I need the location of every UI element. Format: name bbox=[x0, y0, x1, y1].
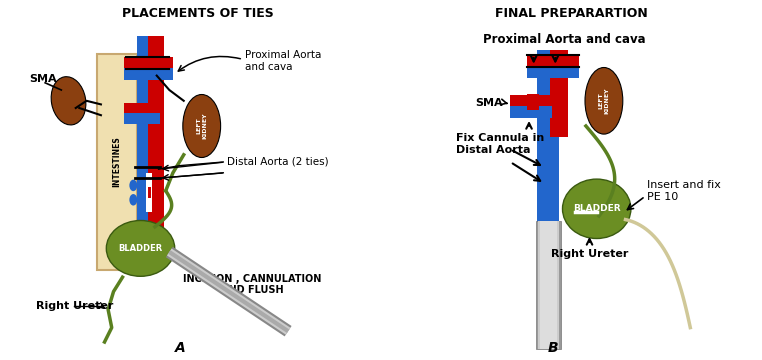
Bar bbox=[124, 103, 160, 113]
Bar bbox=[536, 221, 562, 349]
Text: INTESTINES: INTESTINES bbox=[113, 137, 122, 187]
Text: BLADDER: BLADDER bbox=[573, 204, 620, 213]
Text: INCISION , CANNULATION
AND FLUSH: INCISION , CANNULATION AND FLUSH bbox=[183, 274, 322, 295]
Bar bbox=[527, 67, 578, 78]
Bar bbox=[146, 173, 152, 212]
Text: B: B bbox=[548, 341, 559, 355]
Bar bbox=[98, 54, 137, 270]
Ellipse shape bbox=[183, 94, 221, 158]
Text: Proximal Aorta
and cava: Proximal Aorta and cava bbox=[245, 50, 322, 72]
Bar bbox=[511, 95, 552, 106]
Text: Proximal Aorta and cava: Proximal Aorta and cava bbox=[483, 33, 645, 46]
Text: BLADDER: BLADDER bbox=[118, 244, 162, 253]
Bar bbox=[527, 55, 578, 67]
Ellipse shape bbox=[51, 77, 86, 125]
Bar bbox=[511, 106, 552, 118]
Text: PLACEMENTS OF TIES: PLACEMENTS OF TIES bbox=[122, 7, 274, 20]
Text: Distal Aorta (2 ties): Distal Aorta (2 ties) bbox=[227, 157, 328, 167]
Ellipse shape bbox=[562, 179, 631, 238]
Text: Right Ureter: Right Ureter bbox=[551, 249, 628, 259]
Bar bbox=[540, 221, 557, 349]
Ellipse shape bbox=[585, 68, 623, 134]
Ellipse shape bbox=[130, 180, 137, 191]
Text: LEFT
KIDNEY: LEFT KIDNEY bbox=[598, 87, 610, 114]
Bar bbox=[148, 187, 151, 198]
Text: SMA: SMA bbox=[475, 98, 503, 108]
Bar bbox=[149, 36, 164, 245]
Text: SMA: SMA bbox=[29, 74, 56, 84]
Bar bbox=[550, 50, 568, 137]
Bar bbox=[124, 113, 160, 124]
Bar bbox=[137, 36, 155, 245]
Text: A: A bbox=[174, 341, 185, 355]
Ellipse shape bbox=[130, 194, 137, 206]
Text: Insert and fix
PE 10: Insert and fix PE 10 bbox=[647, 180, 721, 202]
Text: Right Ureter: Right Ureter bbox=[36, 301, 114, 311]
Bar bbox=[538, 221, 559, 349]
Bar bbox=[537, 50, 559, 223]
Bar bbox=[527, 94, 539, 110]
Text: FINAL PREPARARTION: FINAL PREPARARTION bbox=[495, 7, 648, 20]
Ellipse shape bbox=[107, 220, 174, 276]
Text: Fix Cannula in
Distal Aorta: Fix Cannula in Distal Aorta bbox=[456, 133, 545, 155]
Bar bbox=[124, 57, 173, 68]
Bar bbox=[124, 68, 173, 80]
Text: LEFT
KIDNEY: LEFT KIDNEY bbox=[197, 113, 207, 139]
